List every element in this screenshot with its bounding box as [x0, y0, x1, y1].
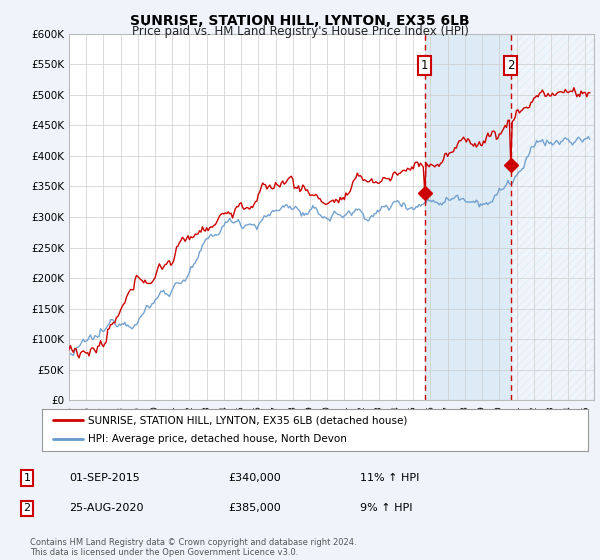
Text: £385,000: £385,000	[228, 503, 281, 514]
Text: SUNRISE, STATION HILL, LYNTON, EX35 6LB: SUNRISE, STATION HILL, LYNTON, EX35 6LB	[130, 14, 470, 28]
Text: 01-SEP-2015: 01-SEP-2015	[69, 473, 140, 483]
Text: HPI: Average price, detached house, North Devon: HPI: Average price, detached house, Nort…	[88, 435, 347, 445]
Text: 2: 2	[23, 503, 31, 514]
Text: £340,000: £340,000	[228, 473, 281, 483]
Bar	[425, 34, 511, 400]
Text: Contains HM Land Registry data © Crown copyright and database right 2024.
This d: Contains HM Land Registry data © Crown c…	[30, 538, 356, 557]
Text: 1: 1	[23, 473, 31, 483]
Text: 9% ↑ HPI: 9% ↑ HPI	[360, 503, 413, 514]
Text: 25-AUG-2020: 25-AUG-2020	[69, 503, 143, 514]
Bar	[511, 34, 594, 400]
Text: SUNRISE, STATION HILL, LYNTON, EX35 6LB (detached house): SUNRISE, STATION HILL, LYNTON, EX35 6LB …	[88, 415, 408, 425]
Text: 1: 1	[421, 59, 428, 72]
Text: 2: 2	[507, 59, 514, 72]
Text: 11% ↑ HPI: 11% ↑ HPI	[360, 473, 419, 483]
Text: Price paid vs. HM Land Registry's House Price Index (HPI): Price paid vs. HM Land Registry's House …	[131, 25, 469, 38]
